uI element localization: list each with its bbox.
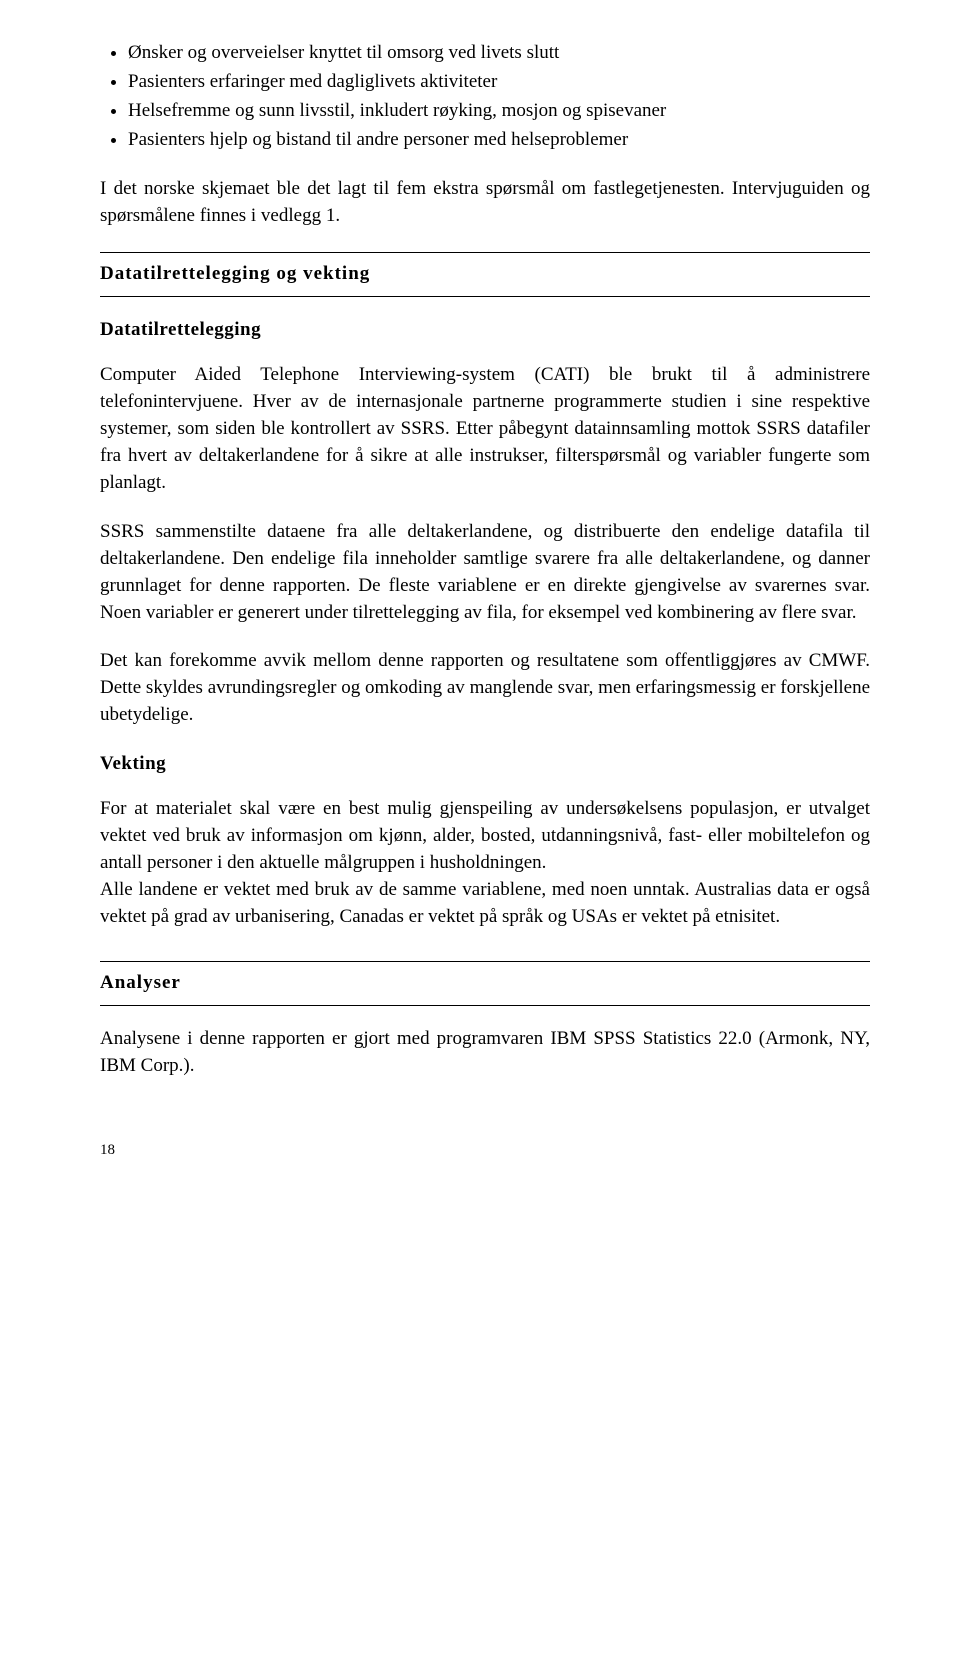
body-paragraph: Det kan forekomme avvik mellom denne rap…: [100, 648, 870, 729]
list-item: Pasienters erfaringer med dagliglivets a…: [128, 69, 870, 96]
body-paragraph: For at materialet skal være en best muli…: [100, 796, 870, 877]
page-number: 18: [100, 1140, 870, 1161]
list-item: Ønsker og overveielser knyttet til omsor…: [128, 40, 870, 67]
section-heading-datatilrettelegging: Datatilrettelegging og vekting: [100, 252, 870, 297]
section-heading-analyser: Analyser: [100, 961, 870, 1006]
list-item: Helsefremme og sunn livsstil, inkludert …: [128, 98, 870, 125]
bullet-list: Ønsker og overveielser knyttet til omsor…: [100, 40, 870, 154]
body-paragraph: Alle landene er vektet med bruk av de sa…: [100, 877, 870, 931]
list-item: Pasienters hjelp og bistand til andre pe…: [128, 127, 870, 154]
intro-paragraph: I det norske skjemaet ble det lagt til f…: [100, 176, 870, 230]
body-paragraph: Computer Aided Telephone Interviewing-sy…: [100, 362, 870, 497]
subsection-heading-vekting: Vekting: [100, 751, 870, 778]
body-paragraph: Analysene i denne rapporten er gjort med…: [100, 1026, 870, 1080]
subsection-heading-datatilrettelegging: Datatilrettelegging: [100, 317, 870, 344]
body-paragraph: SSRS sammenstilte dataene fra alle delta…: [100, 519, 870, 627]
